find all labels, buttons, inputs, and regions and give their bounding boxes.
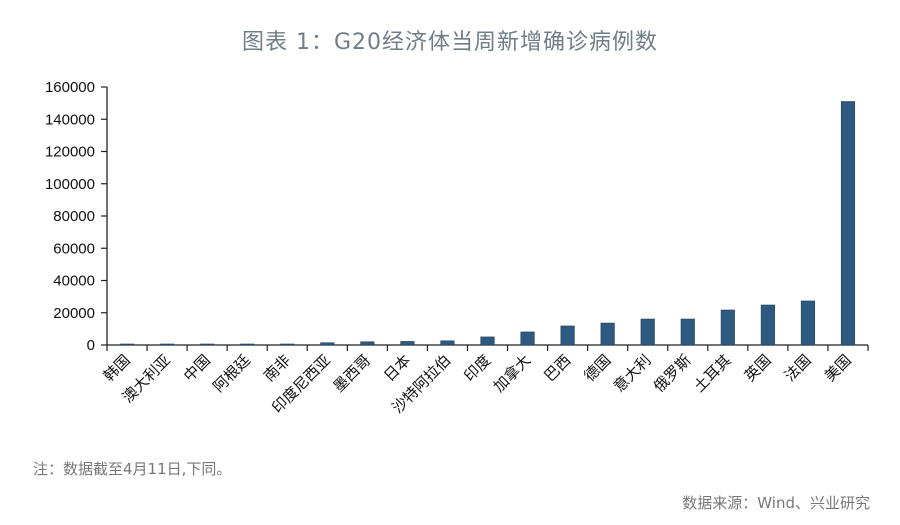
y-tick-label: 120000 xyxy=(45,144,95,161)
bar xyxy=(760,304,775,346)
data-source: 数据来源：Wind、兴业研究 xyxy=(682,494,870,512)
x-tick-label: 印度 xyxy=(460,351,494,385)
chart-note: 注：数据截至4月11日,下同。 xyxy=(33,460,232,478)
bar xyxy=(640,318,655,346)
bar xyxy=(160,343,175,346)
chart-title: 图表 1：G20经济体当周新增确诊病例数 xyxy=(241,30,659,55)
bar xyxy=(600,322,615,346)
y-tick-label: 40000 xyxy=(53,273,95,290)
x-tick-label: 法国 xyxy=(781,351,815,385)
bar xyxy=(360,341,375,346)
x-tick-label: 美国 xyxy=(821,351,855,385)
bar xyxy=(200,343,215,346)
x-tick-label: 日本 xyxy=(380,351,414,385)
y-tick-label: 20000 xyxy=(53,305,95,322)
y-tick-label: 100000 xyxy=(45,176,95,193)
bar xyxy=(720,309,735,346)
bar xyxy=(680,318,695,346)
bar xyxy=(119,343,135,346)
bar xyxy=(400,341,415,346)
bar xyxy=(320,342,335,346)
x-tick-label: 韩国 xyxy=(100,351,134,385)
bar xyxy=(560,325,575,346)
x-tick-label: 巴西 xyxy=(540,351,574,385)
bar xyxy=(240,343,255,346)
bar xyxy=(480,336,495,346)
x-tick-label: 阿根廷 xyxy=(209,351,254,396)
x-tick-label: 中国 xyxy=(180,351,214,385)
x-tick-label: 俄罗斯 xyxy=(650,351,695,396)
y-tick-label: 60000 xyxy=(53,240,95,257)
x-tick-label: 德国 xyxy=(581,351,615,385)
x-tick-label: 意大利 xyxy=(610,351,655,396)
x-tick-label: 南非 xyxy=(260,351,294,385)
y-tick-label: 80000 xyxy=(53,208,95,225)
x-tick-label: 英国 xyxy=(741,351,775,385)
bar xyxy=(800,300,815,346)
y-tick-label: 0 xyxy=(87,337,95,354)
x-tick-label: 墨西哥 xyxy=(330,351,375,396)
bar xyxy=(520,331,535,346)
y-tick-label: 140000 xyxy=(45,111,95,128)
y-tick-label: 160000 xyxy=(45,79,95,96)
bar xyxy=(840,101,856,346)
bar xyxy=(280,343,295,346)
bar xyxy=(440,340,455,346)
x-tick-label: 土耳其 xyxy=(690,351,735,396)
x-tick-label: 加拿大 xyxy=(490,351,535,396)
